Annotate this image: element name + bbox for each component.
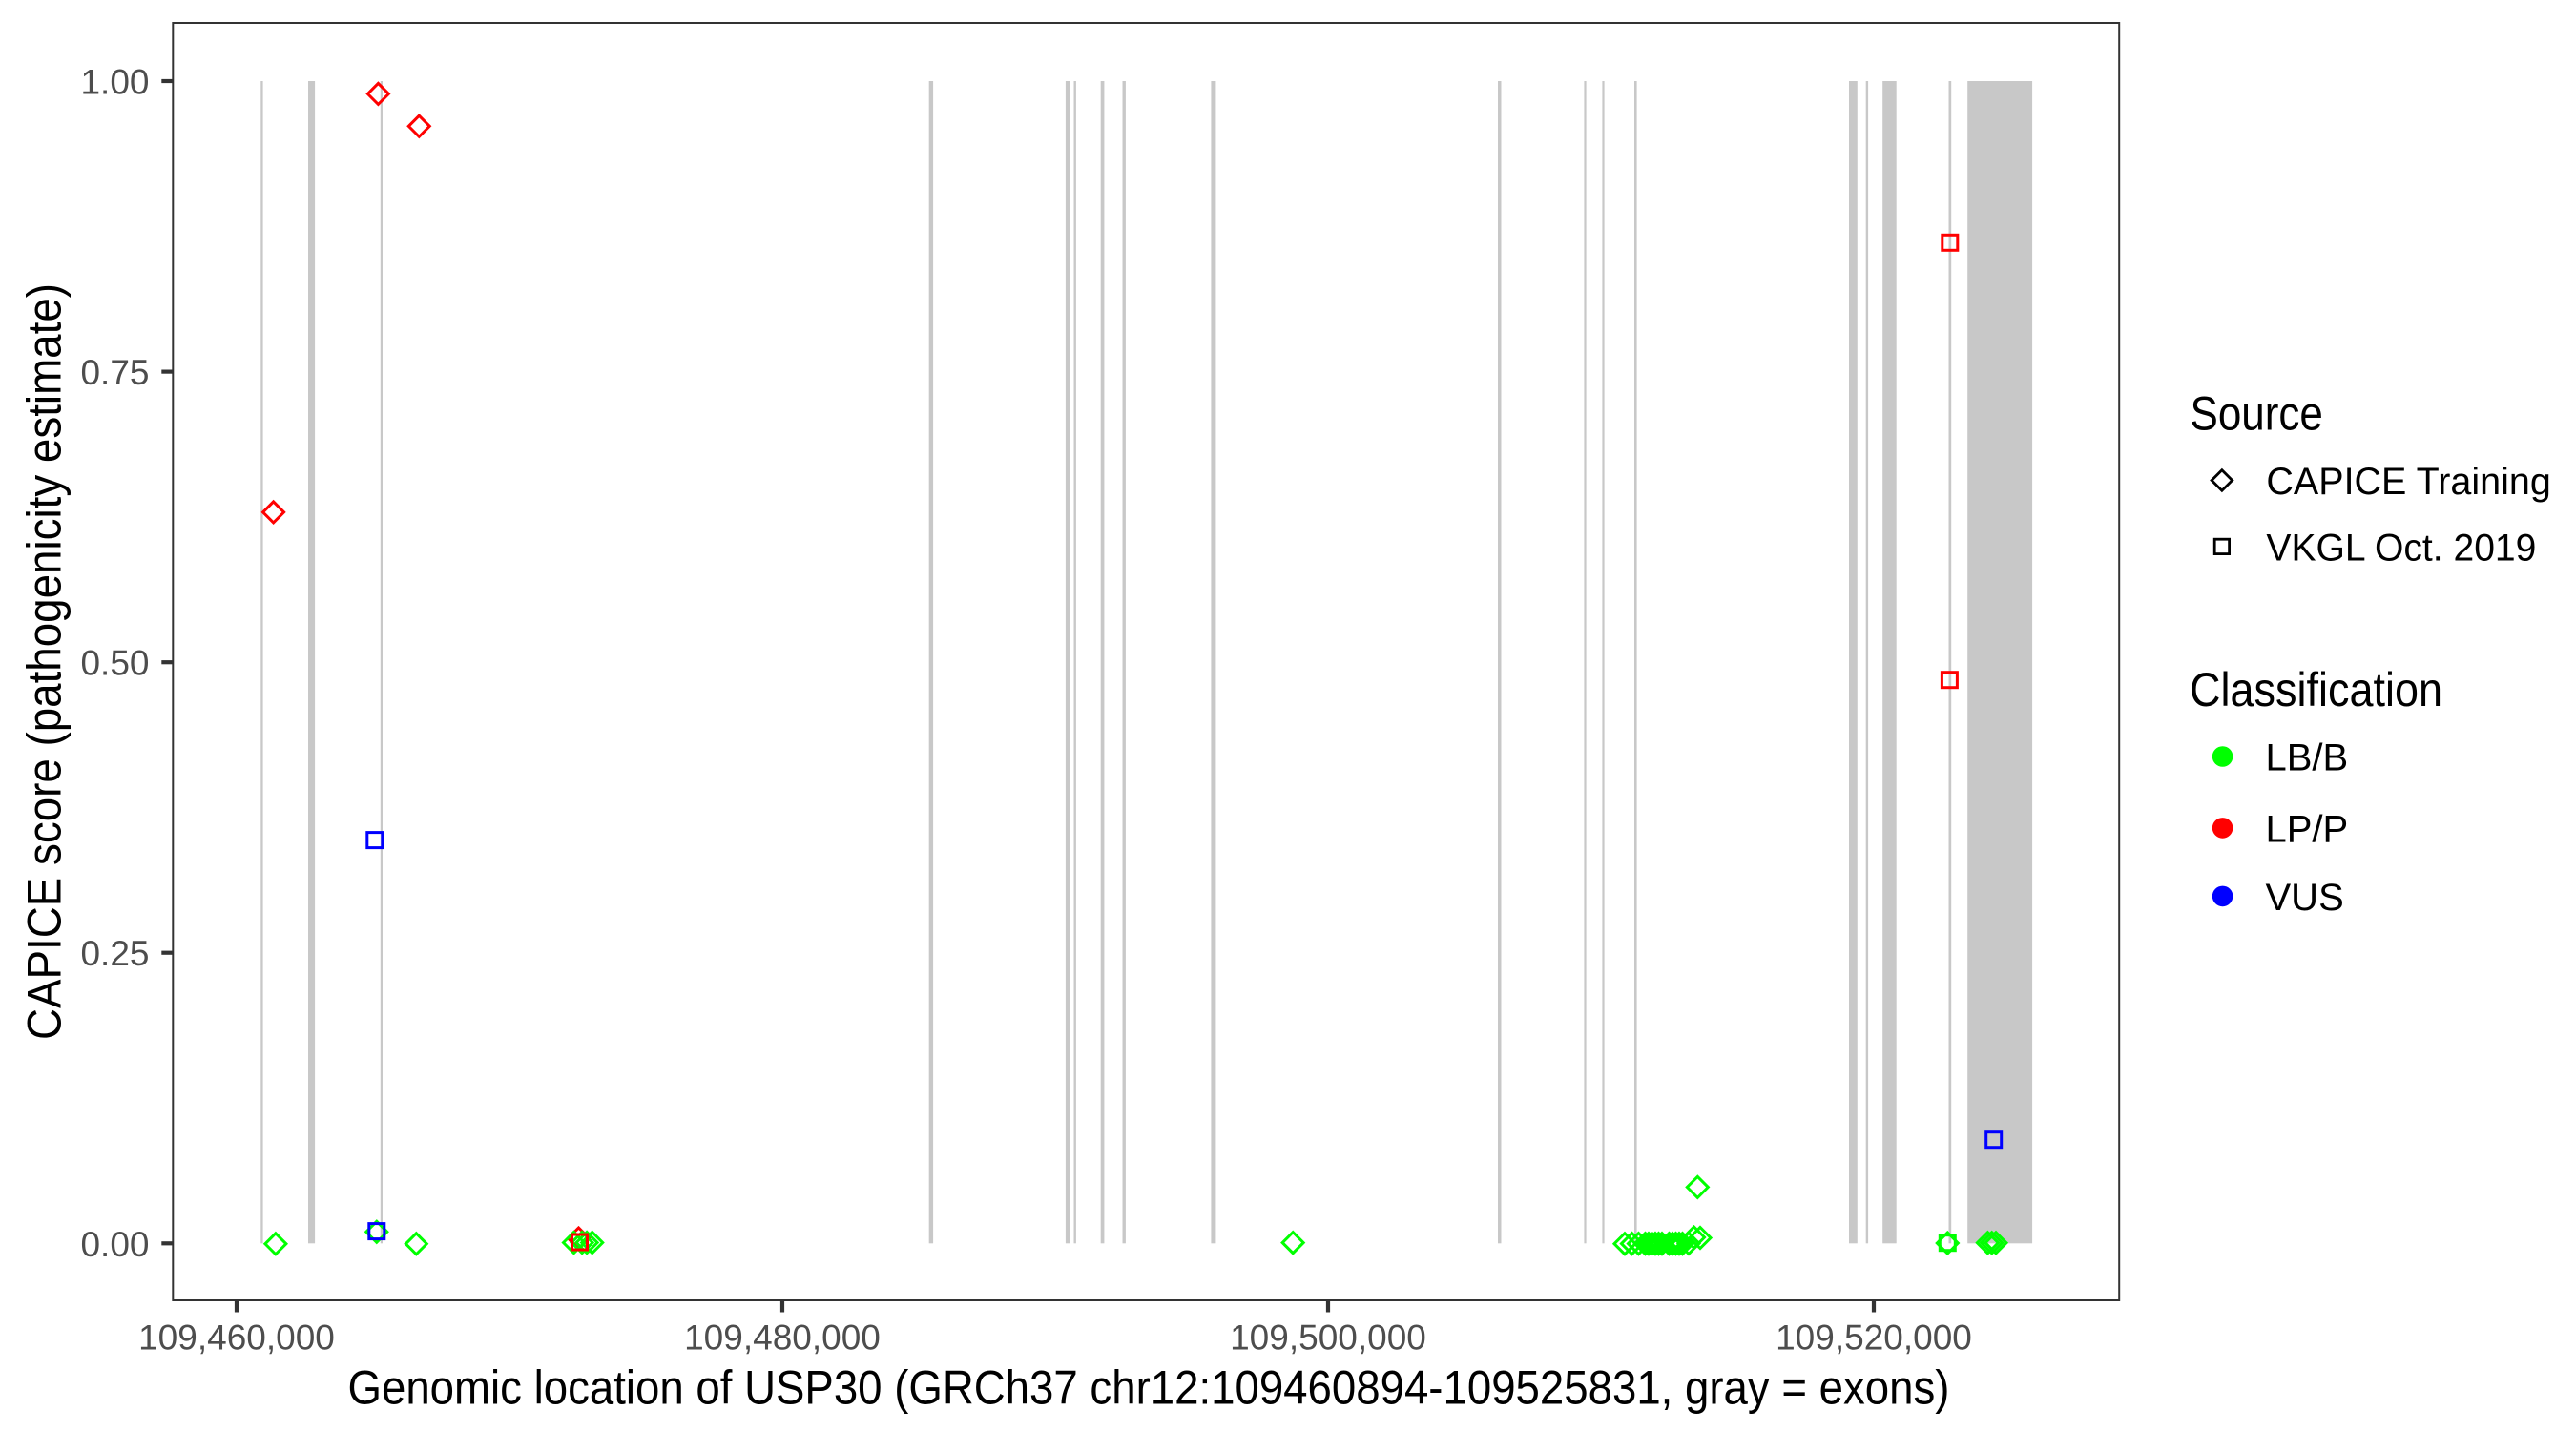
svg-text:LP/P: LP/P — [2266, 809, 2349, 851]
svg-text:VKGL Oct. 2019: VKGL Oct. 2019 — [2266, 527, 2536, 569]
svg-text:Genomic location of USP30 (GRC: Genomic location of USP30 (GRCh37 chr12:… — [348, 1361, 1950, 1415]
svg-text:Source: Source — [2191, 387, 2323, 441]
svg-text:LB/B: LB/B — [2266, 737, 2349, 779]
svg-text:Classification: Classification — [2190, 663, 2442, 716]
svg-text:1.00: 1.00 — [80, 63, 149, 102]
svg-text:0.50: 0.50 — [80, 644, 149, 683]
svg-text:109,520,000: 109,520,000 — [1776, 1318, 1972, 1358]
svg-text:109,460,000: 109,460,000 — [138, 1318, 335, 1358]
svg-text:0.75: 0.75 — [80, 353, 149, 392]
svg-text:109,500,000: 109,500,000 — [1230, 1318, 1426, 1358]
svg-text:0.25: 0.25 — [80, 934, 149, 973]
svg-text:VUS: VUS — [2266, 877, 2344, 919]
svg-text:109,480,000: 109,480,000 — [684, 1318, 881, 1358]
svg-text:0.00: 0.00 — [80, 1225, 149, 1264]
svg-text:CAPICE Training: CAPICE Training — [2266, 461, 2550, 503]
svg-text:CAPICE score (pathogenicity es: CAPICE score (pathogenicity estimate) — [18, 283, 72, 1040]
